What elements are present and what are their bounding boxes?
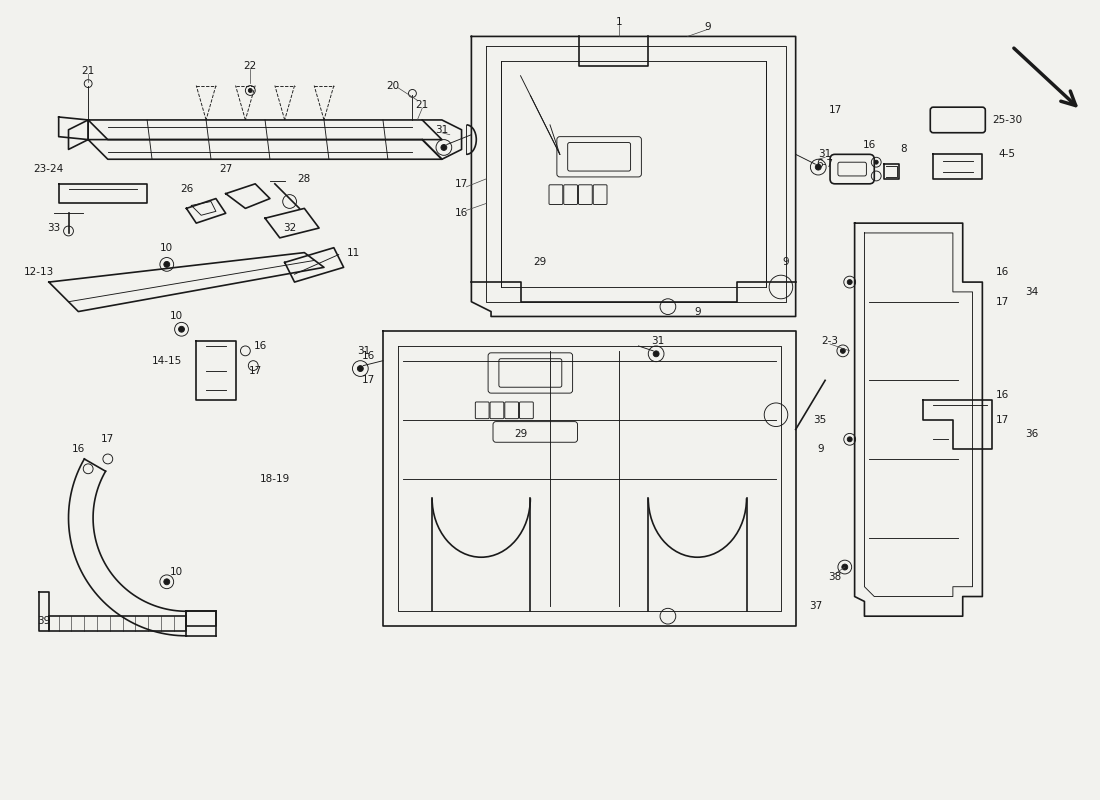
Text: 26: 26: [179, 184, 192, 194]
Circle shape: [178, 326, 185, 332]
Text: 21: 21: [81, 66, 95, 76]
Text: 4-5: 4-5: [999, 150, 1015, 159]
Circle shape: [164, 262, 169, 267]
Text: 22: 22: [244, 61, 257, 71]
Text: 9: 9: [694, 306, 701, 317]
Text: 18-19: 18-19: [260, 474, 290, 484]
Text: 16: 16: [996, 267, 1009, 278]
Circle shape: [441, 145, 447, 150]
Text: 16: 16: [253, 341, 266, 351]
Text: 23-24: 23-24: [34, 164, 64, 174]
Circle shape: [358, 366, 363, 371]
Text: 14-15: 14-15: [152, 356, 182, 366]
Text: 29: 29: [514, 430, 527, 439]
Text: 9: 9: [704, 22, 711, 31]
Text: 32: 32: [283, 223, 296, 233]
Circle shape: [840, 349, 845, 354]
Text: 17: 17: [455, 179, 469, 189]
Text: 31: 31: [356, 346, 370, 356]
Text: 6-7: 6-7: [816, 159, 834, 169]
Circle shape: [874, 160, 878, 164]
Text: 31: 31: [818, 150, 832, 159]
Text: 11: 11: [346, 248, 360, 258]
Text: 25-30: 25-30: [992, 115, 1022, 125]
Text: 8: 8: [901, 145, 908, 154]
Text: 17: 17: [996, 414, 1009, 425]
Text: 16: 16: [862, 139, 876, 150]
Text: 38: 38: [828, 572, 842, 582]
Text: 36: 36: [1025, 430, 1038, 439]
Text: 31: 31: [436, 125, 449, 134]
Circle shape: [249, 89, 252, 93]
Text: 20: 20: [386, 81, 399, 90]
Circle shape: [842, 564, 848, 570]
Text: 17: 17: [828, 105, 842, 115]
Circle shape: [653, 351, 659, 357]
Text: 17: 17: [101, 434, 114, 444]
Text: 10: 10: [161, 242, 174, 253]
Text: 16: 16: [72, 444, 85, 454]
Text: 28: 28: [298, 174, 311, 184]
Text: 9: 9: [817, 444, 824, 454]
Text: 29: 29: [534, 258, 547, 267]
Text: 21: 21: [416, 100, 429, 110]
Text: 37: 37: [808, 602, 822, 611]
Text: 17: 17: [362, 375, 375, 386]
Circle shape: [164, 579, 169, 585]
Text: 16: 16: [455, 208, 469, 218]
Text: 35: 35: [814, 414, 827, 425]
Text: 31: 31: [651, 336, 664, 346]
Text: 2-3: 2-3: [822, 336, 838, 346]
Circle shape: [847, 437, 852, 442]
Text: 39: 39: [37, 616, 51, 626]
Text: 16: 16: [996, 390, 1009, 400]
Text: 1: 1: [616, 17, 623, 26]
Text: 9: 9: [782, 258, 789, 267]
Text: 12-13: 12-13: [24, 267, 54, 278]
Text: 10: 10: [170, 311, 184, 322]
Text: 34: 34: [1025, 287, 1038, 297]
Text: 17: 17: [996, 297, 1009, 306]
Circle shape: [815, 164, 822, 170]
Text: 27: 27: [219, 164, 232, 174]
Circle shape: [847, 280, 852, 285]
Text: 10: 10: [170, 567, 184, 577]
Text: 16: 16: [362, 350, 375, 361]
Text: 17: 17: [249, 366, 262, 375]
Text: 33: 33: [47, 223, 60, 233]
